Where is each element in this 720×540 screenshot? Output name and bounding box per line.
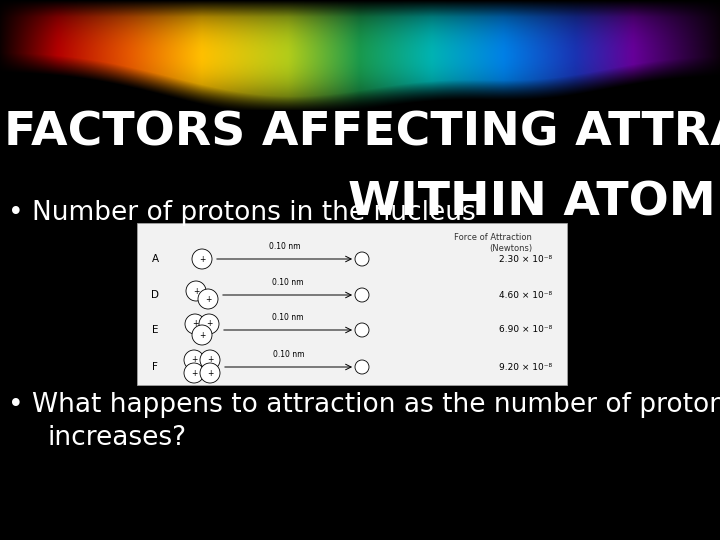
Text: increases?: increases?	[47, 425, 186, 451]
Circle shape	[198, 289, 218, 309]
Text: 6.90 × 10⁻⁸: 6.90 × 10⁻⁸	[499, 326, 552, 334]
Circle shape	[184, 363, 204, 383]
Bar	[137, 223, 567, 385]
Text: 9.20 × 10⁻⁸: 9.20 × 10⁻⁸	[499, 362, 552, 372]
Circle shape	[355, 360, 369, 374]
Text: +: +	[199, 330, 205, 340]
Text: +: +	[199, 254, 205, 264]
Circle shape	[200, 363, 220, 383]
Circle shape	[192, 325, 212, 345]
Text: A: A	[151, 254, 158, 264]
Text: +: +	[191, 368, 197, 377]
Text: • What happens to attraction as the number of protons: • What happens to attraction as the numb…	[8, 392, 720, 418]
Text: 4.60 × 10⁻⁸: 4.60 × 10⁻⁸	[499, 291, 552, 300]
Text: +: +	[207, 368, 213, 377]
Text: D: D	[151, 290, 159, 300]
Text: WITHIN ATOM: WITHIN ATOM	[348, 180, 716, 225]
Text: • Number of protons in the nucleus: • Number of protons in the nucleus	[8, 200, 476, 226]
Circle shape	[355, 323, 369, 337]
Text: 0.10 nm: 0.10 nm	[269, 242, 300, 251]
Text: +: +	[206, 320, 212, 328]
Circle shape	[355, 252, 369, 266]
Circle shape	[199, 314, 219, 334]
Circle shape	[186, 281, 206, 301]
Circle shape	[184, 350, 204, 370]
Circle shape	[200, 350, 220, 370]
Text: FACTORS AFFECTING ATTRACTION: FACTORS AFFECTING ATTRACTION	[4, 110, 720, 155]
Circle shape	[185, 314, 205, 334]
Text: +: +	[193, 287, 199, 295]
Text: 0.10 nm: 0.10 nm	[273, 350, 305, 359]
Circle shape	[355, 288, 369, 302]
Text: +: +	[192, 320, 198, 328]
Text: +: +	[204, 294, 211, 303]
Text: 0.10 nm: 0.10 nm	[272, 313, 304, 322]
Text: F: F	[152, 362, 158, 372]
Text: E: E	[152, 325, 158, 335]
Circle shape	[192, 249, 212, 269]
Text: +: +	[207, 355, 213, 364]
Text: 0.10 nm: 0.10 nm	[271, 278, 303, 287]
Text: 2.30 × 10⁻⁸: 2.30 × 10⁻⁸	[499, 254, 552, 264]
Text: +: +	[191, 355, 197, 364]
Text: Force of Attraction
(Newtons): Force of Attraction (Newtons)	[454, 233, 532, 253]
